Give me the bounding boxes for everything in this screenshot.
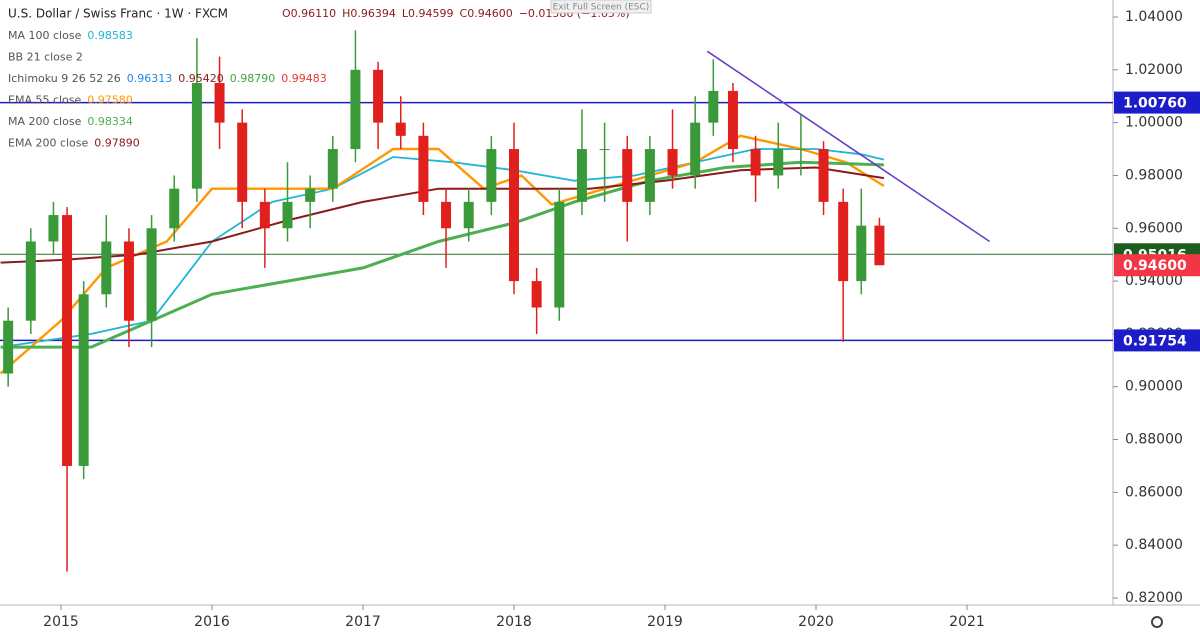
legend-name: Ichimoku 9 26 52 26	[8, 72, 121, 85]
legend-value: 0.97890	[94, 137, 140, 150]
y-tick-label: 0.96000	[1125, 220, 1183, 236]
x-tick-label: 2015	[43, 614, 79, 630]
candle-body	[48, 215, 59, 242]
chart-title: U.S. Dollar / Swiss Franc · 1W · FXCM	[8, 7, 228, 21]
legend-name: EMA 55 close	[8, 94, 82, 107]
candle-body	[795, 149, 806, 151]
y-tick-label: 0.86000	[1125, 484, 1183, 500]
ohlc-value: O0.96110	[282, 7, 336, 20]
legend-name: EMA 200 close	[8, 137, 89, 150]
exit-button[interactable]	[550, 0, 652, 14]
candle-body	[237, 122, 248, 202]
legend-value: 0.96313	[127, 72, 173, 85]
candle-body	[441, 201, 452, 229]
candle-body	[667, 149, 678, 176]
price-tag-label: 1.00760	[1123, 96, 1187, 112]
candle-body	[373, 69, 384, 123]
candle-body	[622, 149, 633, 202]
legend-value: 0.98790	[230, 72, 276, 85]
candle-body	[62, 215, 73, 466]
legend-value: 0.99483	[281, 72, 327, 85]
y-tick-label: 0.82000	[1125, 590, 1183, 606]
candle-body	[214, 83, 225, 123]
ohlc-value: H0.96394	[342, 7, 396, 20]
price-tag	[1114, 329, 1200, 352]
legend-value: 0.98334	[87, 115, 133, 128]
legend-value: 0.97580	[87, 94, 133, 107]
price-tag-label: 0.91754	[1123, 333, 1187, 349]
candle-body	[418, 135, 429, 202]
candle-body	[818, 149, 829, 202]
candle-body	[486, 149, 497, 202]
candle-body	[169, 188, 180, 229]
candle-body	[599, 149, 610, 151]
candle-body	[508, 149, 519, 282]
candle-body	[644, 149, 655, 202]
y-tick-label: 0.90000	[1125, 379, 1183, 395]
candle-body	[554, 201, 565, 308]
indicator-line	[0, 148, 885, 348]
candle-body	[576, 149, 587, 202]
candle-body	[727, 90, 738, 150]
settings-icon[interactable]	[1151, 616, 1163, 628]
price-tag	[1114, 254, 1200, 277]
candle-body	[690, 122, 701, 176]
price-tag	[1114, 91, 1200, 114]
y-tick-label: 1.04000	[1125, 9, 1183, 25]
candle-body	[3, 320, 14, 374]
candle-body	[123, 241, 134, 321]
legend-name: BB 21 close 2	[8, 51, 83, 64]
y-tick-label: 1.02000	[1125, 62, 1183, 78]
x-tick-label: 2019	[647, 614, 683, 630]
ohlc-value: C0.94600	[460, 7, 513, 20]
y-tick-label: 0.84000	[1125, 537, 1183, 553]
candle-body	[191, 83, 202, 189]
candle-body	[531, 281, 542, 308]
legend-value: 0.98583	[87, 29, 133, 42]
candle-body	[463, 201, 474, 229]
exit-text[interactable]: Exit Full Screen (ESC)	[553, 3, 650, 13]
candle-body	[327, 149, 338, 189]
x-tick-label: 2021	[949, 614, 985, 630]
candle-body	[395, 122, 406, 136]
y-tick-label: 0.88000	[1125, 432, 1183, 448]
candle-body	[708, 90, 719, 123]
candle-body	[305, 188, 316, 202]
candle-body	[350, 69, 361, 150]
legend-name: MA 100 close	[8, 29, 82, 42]
axes: 0.820000.840000.860000.880000.900000.920…	[43, 9, 1200, 630]
candle-body	[78, 294, 89, 466]
trend-line	[706, 50, 991, 243]
y-tick-label: 0.98000	[1125, 167, 1183, 183]
legend-name: MA 200 close	[8, 115, 82, 128]
candle-body	[773, 149, 784, 176]
indicator-line	[0, 166, 885, 264]
candle-body	[101, 241, 112, 295]
candle-body	[282, 201, 293, 229]
candle-body	[259, 201, 270, 229]
legend-value: 0.95420	[178, 72, 224, 85]
ohlc-value: L0.94599	[402, 7, 454, 20]
candle-body	[874, 225, 885, 266]
y-tick-label: 0.94000	[1125, 273, 1183, 289]
candle-body	[146, 228, 157, 321]
settings-gear[interactable]	[1151, 616, 1163, 628]
candle-body	[750, 149, 761, 176]
x-tick-label: 2020	[798, 614, 834, 630]
plot-area	[0, 30, 1113, 572]
price-tag-label: 0.94600	[1123, 258, 1187, 274]
x-tick-label: 2016	[194, 614, 230, 630]
candle-body	[25, 241, 36, 321]
candle-body	[838, 201, 849, 282]
x-tick-label: 2018	[496, 614, 532, 630]
x-tick-label: 2017	[345, 614, 381, 630]
candle-body	[856, 225, 867, 282]
y-tick-label: 1.00000	[1125, 115, 1183, 131]
